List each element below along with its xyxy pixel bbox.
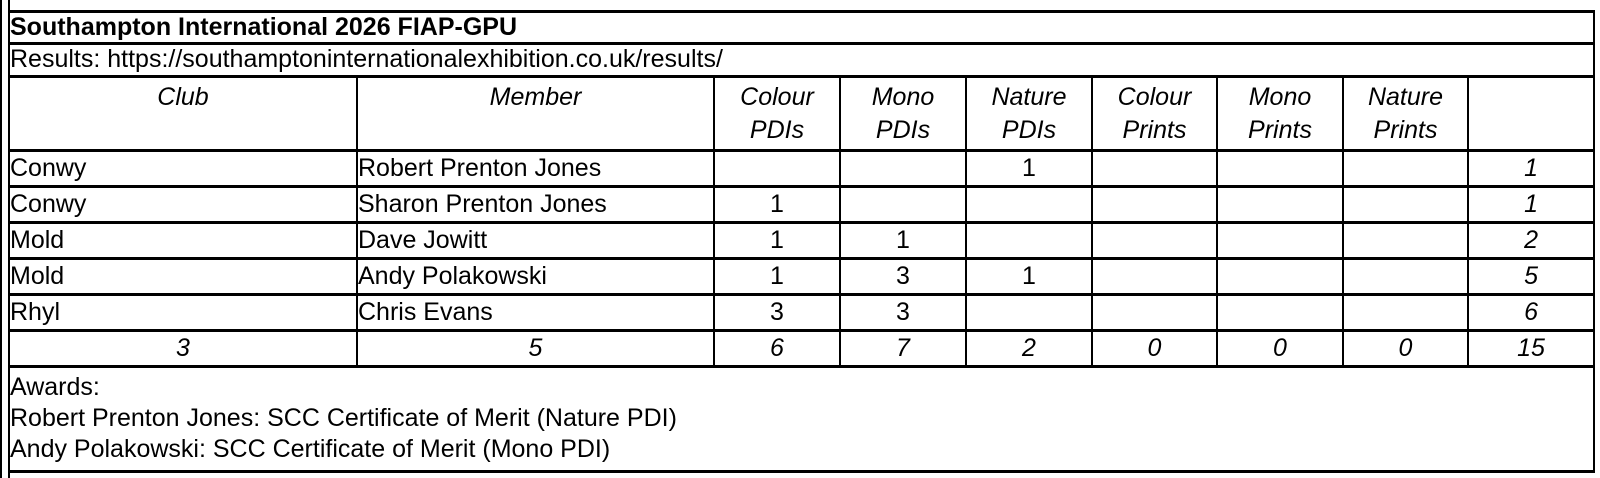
cell-mono-prints <box>1216 292 1344 332</box>
cell-row-total: 2 <box>1466 220 1596 260</box>
total-clubs: 3 <box>8 328 358 368</box>
title-row: Southampton International 2026 FIAP-GPU <box>7 10 1596 45</box>
cell-mono-prints <box>1216 184 1344 224</box>
cell-mono-pdis: 1 <box>839 220 967 260</box>
cell-colour-prints <box>1091 220 1218 260</box>
cell-nature-prints <box>1342 292 1469 332</box>
cell-club: Conwy <box>8 148 358 188</box>
column-header-nature-prints: Nature Prints <box>1342 74 1469 152</box>
cell-nature-pdis <box>965 220 1093 260</box>
total-nature-pdis: 2 <box>965 328 1093 368</box>
column-header-colour-prints: Colour Prints <box>1091 74 1218 152</box>
cell-colour-pdis: 1 <box>713 184 841 224</box>
table-row: Conwy Robert Prenton Jones 1 1 <box>8 148 1596 188</box>
cell-nature-pdis: 1 <box>965 256 1093 296</box>
total-members: 5 <box>356 328 715 368</box>
cell-colour-prints <box>1091 148 1218 188</box>
cell-colour-prints <box>1091 184 1218 224</box>
total-nature-prints: 0 <box>1342 328 1469 368</box>
cell-colour-prints <box>1091 256 1218 296</box>
cell-nature-pdis: 1 <box>965 148 1093 188</box>
cell-row-total: 5 <box>1466 256 1596 296</box>
column-header-mono-pdis: Mono PDIs <box>839 74 967 152</box>
table-totals-row: 3 5 6 7 2 0 0 0 15 <box>8 328 1596 368</box>
cell-colour-pdis: 1 <box>713 220 841 260</box>
table-row: Mold Andy Polakowski 1 3 1 5 <box>8 256 1596 296</box>
document-title: Southampton International 2026 FIAP-GPU <box>7 10 1596 45</box>
total-colour-prints: 0 <box>1091 328 1218 368</box>
cell-mono-pdis <box>839 184 967 224</box>
cell-nature-pdis <box>965 184 1093 224</box>
award-line: Andy Polakowski: SCC Certificate of Meri… <box>10 435 611 464</box>
cell-nature-prints <box>1342 148 1469 188</box>
cell-mono-pdis <box>839 148 967 188</box>
cell-row-total: 1 <box>1466 148 1596 188</box>
cell-colour-pdis: 1 <box>713 256 841 296</box>
cell-nature-pdis <box>965 292 1093 332</box>
results-table: Southampton International 2026 FIAP-GPU … <box>7 10 1596 473</box>
grand-total: 15 <box>1466 328 1596 368</box>
cell-row-total: 6 <box>1466 292 1596 332</box>
cell-nature-prints <box>1342 220 1469 260</box>
table-row: Mold Dave Jowitt 1 1 2 <box>8 220 1596 260</box>
page-left-edge-line <box>0 0 2 478</box>
award-line: Robert Prenton Jones: SCC Certificate of… <box>10 404 677 433</box>
cell-member: Andy Polakowski <box>356 256 715 296</box>
cell-club: Rhyl <box>8 292 358 332</box>
results-url-row: Results: https://southamptoninternationa… <box>7 41 1596 78</box>
table-row: Conwy Sharon Prenton Jones 1 1 <box>8 184 1596 224</box>
cell-member: Chris Evans <box>356 292 715 332</box>
cell-club: Conwy <box>8 184 358 224</box>
cell-club: Mold <box>8 256 358 296</box>
cell-mono-pdis: 3 <box>839 256 967 296</box>
cell-nature-prints <box>1342 184 1469 224</box>
cell-club: Mold <box>8 220 358 260</box>
cell-row-total: 1 <box>1466 184 1596 224</box>
cell-member: Sharon Prenton Jones <box>356 184 715 224</box>
cell-mono-prints <box>1216 256 1344 296</box>
column-header-member: Member <box>356 74 715 152</box>
total-colour-pdis: 6 <box>713 328 841 368</box>
column-header-mono-prints: Mono Prints <box>1216 74 1344 152</box>
cell-colour-pdis <box>713 148 841 188</box>
cell-member: Dave Jowitt <box>356 220 715 260</box>
cell-mono-prints <box>1216 220 1344 260</box>
column-header-colour-pdis: Colour PDIs <box>713 74 841 152</box>
table-header-row: Club Member Colour PDIs Mono PDIs Nature… <box>8 74 1596 152</box>
awards-section: Awards: Robert Prenton Jones: SCC Certif… <box>7 364 1596 473</box>
results-url-line: Results: https://southamptoninternationa… <box>7 41 1596 78</box>
cell-member: Robert Prenton Jones <box>356 148 715 188</box>
column-header-nature-pdis: Nature PDIs <box>965 74 1093 152</box>
column-header-club: Club <box>8 74 358 152</box>
awards-heading: Awards: <box>10 373 100 402</box>
total-mono-prints: 0 <box>1216 328 1344 368</box>
total-mono-pdis: 7 <box>839 328 967 368</box>
cell-nature-prints <box>1342 256 1469 296</box>
cell-colour-pdis: 3 <box>713 292 841 332</box>
cell-mono-pdis: 3 <box>839 292 967 332</box>
cell-mono-prints <box>1216 148 1344 188</box>
column-header-blank <box>1466 74 1596 152</box>
table-row: Rhyl Chris Evans 3 3 6 <box>8 292 1596 332</box>
cell-colour-prints <box>1091 292 1218 332</box>
awards-row: Awards: Robert Prenton Jones: SCC Certif… <box>7 364 1596 473</box>
